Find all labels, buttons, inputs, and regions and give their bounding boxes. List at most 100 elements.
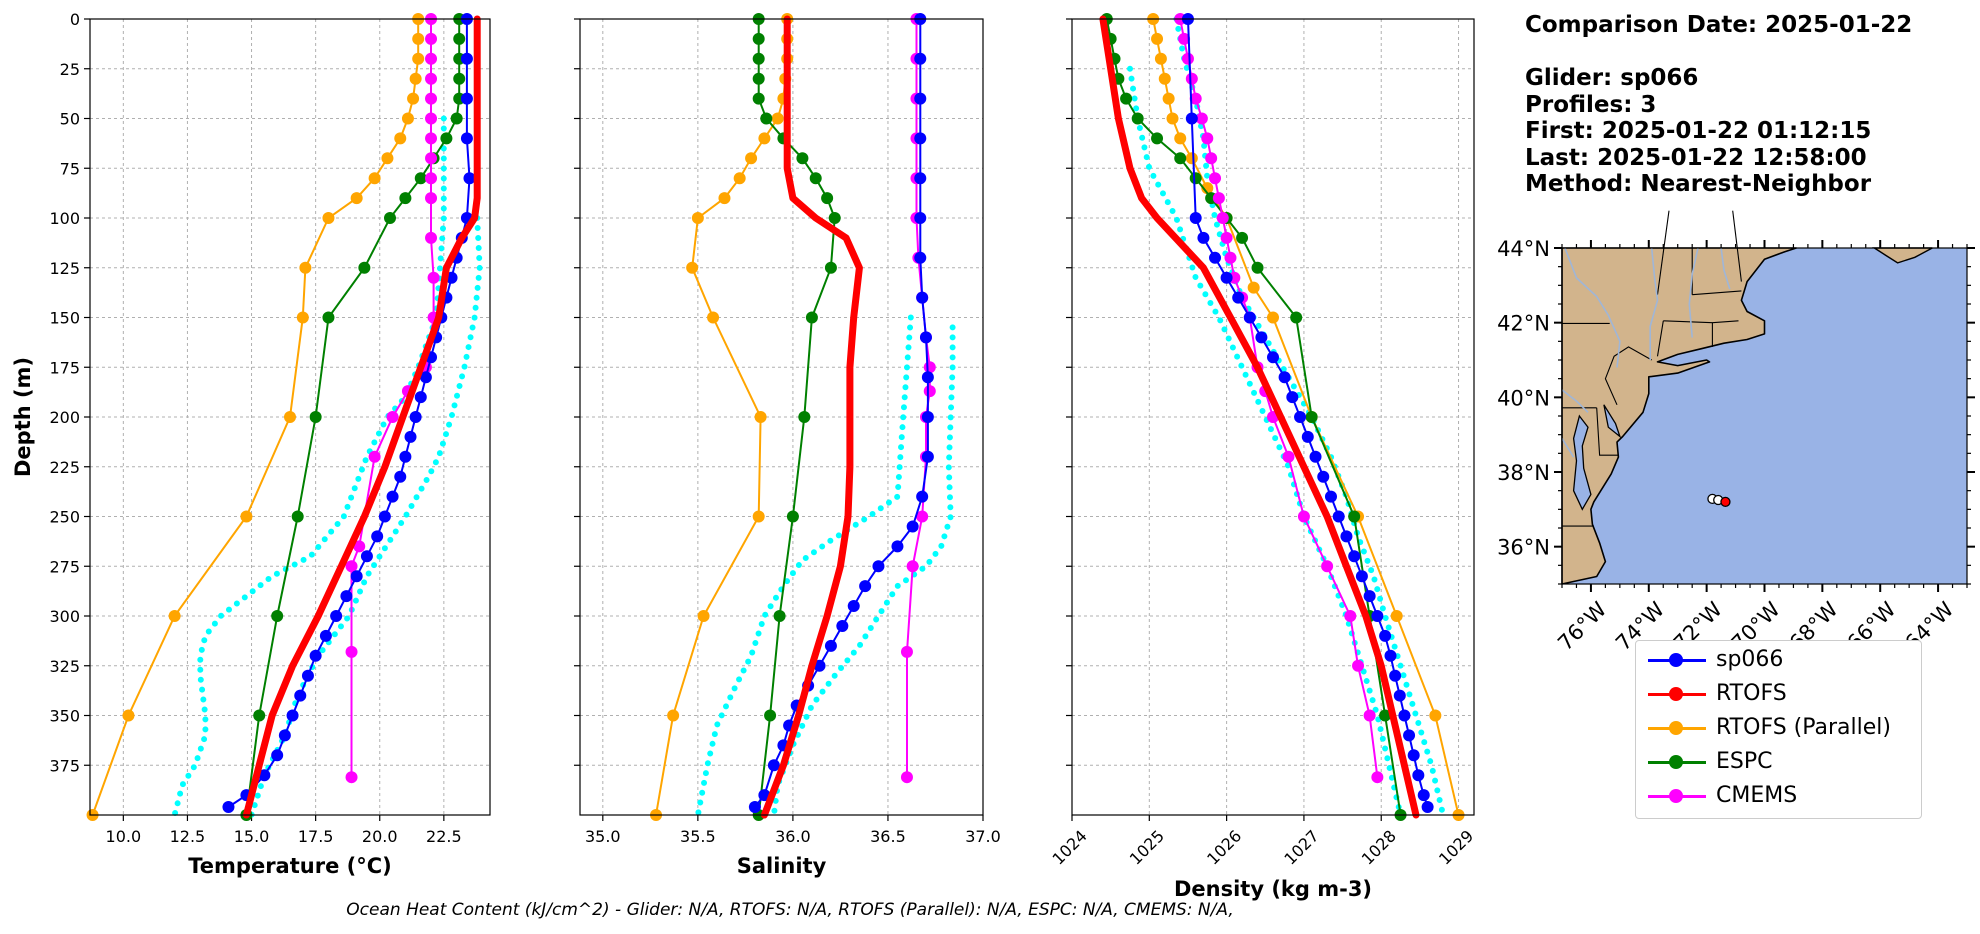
espc-data-point bbox=[773, 610, 786, 622]
espc-data-point bbox=[1151, 132, 1164, 145]
state-border bbox=[1596, 407, 1619, 456]
cmems-data-point bbox=[425, 112, 438, 125]
rtofs-series-line bbox=[1099, 15, 1420, 819]
rtofs-parallel-data-point bbox=[350, 192, 363, 205]
last-profile-time: Last: 2025-01-22 12:58:00 bbox=[1525, 144, 1867, 171]
x-tick-label: 20.0 bbox=[362, 827, 398, 846]
x-tick-label: 1029 bbox=[1435, 826, 1477, 868]
cmems-data-point bbox=[353, 540, 366, 553]
sp066-data-point bbox=[278, 729, 291, 742]
sp066-data-point bbox=[1243, 311, 1256, 324]
espc-data-point bbox=[440, 132, 453, 145]
rtofs-parallel-data-point bbox=[394, 132, 407, 145]
density-profile-panel: 1024 1025 1026 1027 1028 1029 Density (kg m-3) bbox=[1049, 13, 1477, 901]
espc-data-point bbox=[798, 411, 811, 423]
y-tick-label: 250 bbox=[49, 508, 80, 527]
sp066-data-point bbox=[914, 172, 927, 185]
sp066-data-point bbox=[463, 172, 476, 185]
sp066-data-point bbox=[872, 560, 885, 573]
rtofs-parallel-data-point bbox=[667, 709, 680, 722]
rtofs-parallel-data-point bbox=[368, 172, 381, 185]
y-tick-label: 300 bbox=[49, 607, 80, 626]
rtofs-series-line bbox=[242, 15, 481, 819]
sp066-data-point bbox=[921, 411, 934, 423]
cmems-data-point bbox=[1185, 72, 1198, 85]
legend-label: RTOFS (Parallel) bbox=[1716, 715, 1891, 740]
cmems-data-point bbox=[1201, 132, 1214, 145]
sp066-data-point bbox=[1363, 590, 1376, 603]
x-tick-label: 1024 bbox=[1049, 826, 1091, 868]
sp066-data-point bbox=[1232, 291, 1245, 304]
rtofs-parallel-data-point bbox=[718, 192, 731, 205]
plot-frame bbox=[579, 18, 984, 816]
sp066-data-point bbox=[404, 430, 417, 443]
cmems-data-point bbox=[923, 385, 936, 398]
rtofs-parallel-data-point bbox=[122, 709, 135, 722]
espc-data-point bbox=[1120, 92, 1133, 105]
sp066-data-point bbox=[1348, 550, 1361, 563]
sp066-data-point bbox=[1324, 490, 1337, 503]
latitude-label: 36°N bbox=[1497, 536, 1550, 560]
rtofs-parallel-data-point bbox=[752, 510, 765, 523]
profiles-count: Profiles: 3 bbox=[1525, 91, 1657, 118]
sp066-data-point bbox=[813, 659, 826, 672]
sp066-data-point bbox=[891, 540, 904, 553]
legend-item-rtofs: RTOFS bbox=[1644, 679, 1914, 709]
land-mass bbox=[1561, 247, 1798, 585]
y-tick-label: 50 bbox=[60, 110, 80, 129]
legend-label: RTOFS bbox=[1716, 681, 1787, 706]
sp066-data-point bbox=[371, 530, 384, 543]
sp066-data-point bbox=[1412, 769, 1425, 782]
sp066-data-point bbox=[824, 639, 837, 652]
legend-label: CMEMS bbox=[1716, 783, 1798, 808]
cmems-data-point bbox=[1363, 709, 1376, 722]
rtofs-parallel-data-point bbox=[1166, 112, 1179, 125]
rtofs-parallel-data-point bbox=[1174, 132, 1187, 145]
sp066-data-point bbox=[286, 709, 299, 722]
cmems-data-point bbox=[1344, 610, 1357, 622]
cmems-data-point bbox=[1178, 32, 1191, 45]
sp066-data-point bbox=[1286, 391, 1299, 404]
envelope-line bbox=[1127, 65, 1404, 818]
location-map-panel: 44°N42°N40°N38°N36°N76°W 74°W 72°W 70°W 68°W… bbox=[1497, 210, 1975, 655]
cmems-data-point bbox=[425, 32, 438, 45]
espc-data-point bbox=[399, 192, 412, 205]
espc-data-point bbox=[786, 510, 799, 523]
sp066-data-point bbox=[1185, 112, 1198, 125]
cmems-data-point bbox=[1205, 152, 1218, 165]
espc-data-point bbox=[764, 709, 777, 722]
legend-swatch-dot bbox=[1669, 755, 1683, 769]
sp066-data-point bbox=[914, 52, 927, 65]
rtofs-parallel-data-point bbox=[691, 212, 704, 224]
sp066-data-point bbox=[914, 92, 927, 105]
sp066-data-point bbox=[1294, 411, 1307, 423]
sp066-series-line bbox=[754, 19, 929, 808]
latitude-label: 40°N bbox=[1497, 386, 1550, 410]
cmems-data-point bbox=[1209, 172, 1222, 185]
sp066-data-point bbox=[378, 510, 391, 523]
sp066-data-point bbox=[1379, 629, 1392, 642]
cmems-data-point bbox=[1189, 92, 1202, 105]
sp066-data-point bbox=[340, 590, 353, 603]
y-tick-label: 100 bbox=[49, 209, 80, 228]
cmems-data-point bbox=[1321, 560, 1334, 573]
legend-label: ESPC bbox=[1716, 749, 1773, 774]
rtofs-parallel-data-point bbox=[1154, 52, 1167, 65]
sp066-data-point bbox=[294, 689, 307, 702]
x-axis-label: Salinity bbox=[737, 854, 827, 878]
y-tick-label: 0 bbox=[70, 10, 80, 29]
sp066-data-point bbox=[916, 490, 929, 503]
sp066-data-point bbox=[386, 490, 399, 503]
rtofs-parallel-data-point bbox=[1185, 152, 1198, 165]
rtofs-parallel-data-point bbox=[168, 610, 181, 622]
rtofs-parallel-data-point bbox=[381, 152, 394, 165]
sp066-data-point bbox=[1417, 789, 1430, 802]
rtofs-parallel-data-point bbox=[733, 172, 746, 185]
x-tick-label: 37.0 bbox=[965, 827, 1001, 846]
cmems-data-point bbox=[425, 152, 438, 165]
x-axis-label: Density (kg m-3) bbox=[1174, 877, 1372, 901]
rtofs-parallel-data-point bbox=[697, 610, 710, 622]
ocean-heat-content-footer: Ocean Heat Content (kJ/cm^2) - Glider: N… bbox=[346, 900, 1234, 920]
rtofs-parallel-data-point bbox=[1158, 72, 1171, 85]
